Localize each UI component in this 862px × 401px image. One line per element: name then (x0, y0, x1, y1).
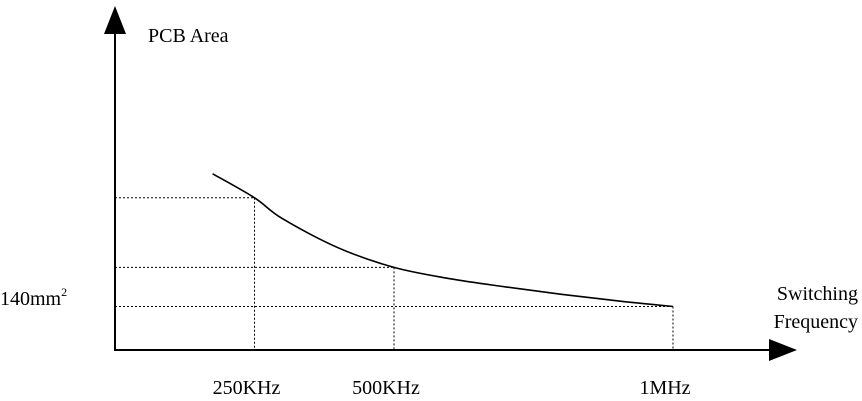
x-tick-label-3: 1MHz (639, 377, 690, 399)
y-axis-arrowhead (104, 6, 126, 34)
x-axis-title-line-1: Switching (777, 283, 858, 305)
guide-lines (115, 197, 674, 350)
x-tick-label-2: 500KHz (352, 377, 420, 399)
x-axis-title-line-2: Frequency (774, 311, 858, 333)
x-tick-labels: 250KHz 500KHz 1MHz (213, 377, 691, 399)
y-tick-value: 140mm (0, 288, 62, 310)
axes (104, 6, 797, 361)
y-tick-label: 140mm2 (0, 285, 67, 310)
y-tick-superscript: 2 (61, 285, 67, 299)
x-axis-arrowhead (769, 339, 797, 361)
y-axis-title: PCB Area (148, 25, 229, 47)
pcb-area-curve (212, 173, 674, 308)
x-tick-label-1: 250KHz (213, 377, 281, 399)
